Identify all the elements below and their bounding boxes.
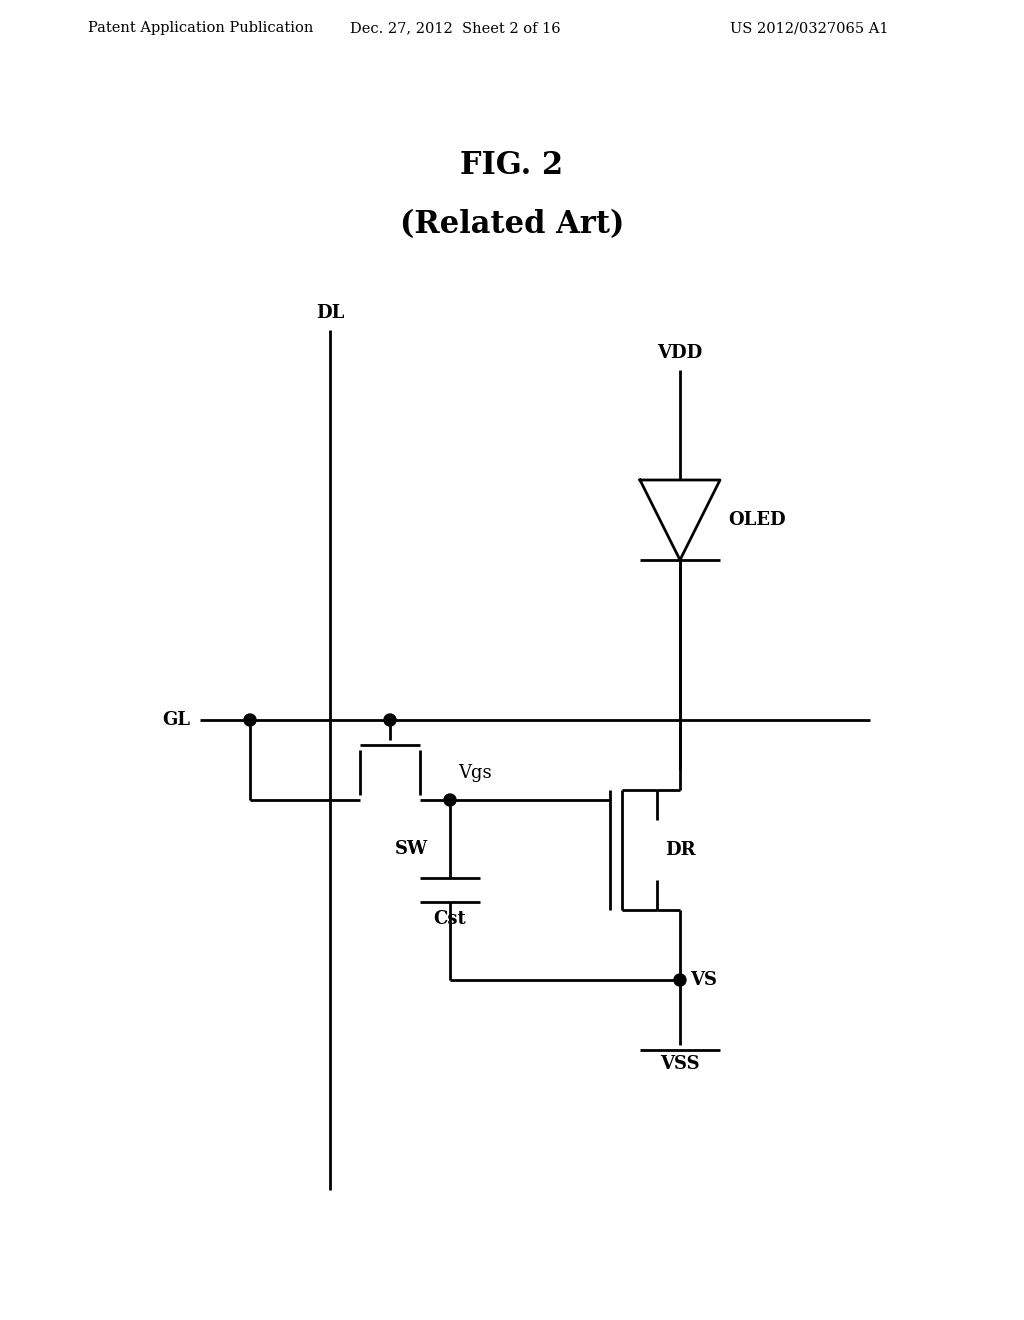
Text: Dec. 27, 2012  Sheet 2 of 16: Dec. 27, 2012 Sheet 2 of 16 bbox=[350, 21, 560, 36]
Text: VDD: VDD bbox=[657, 345, 702, 362]
Circle shape bbox=[444, 795, 456, 807]
Circle shape bbox=[674, 974, 686, 986]
Text: US 2012/0327065 A1: US 2012/0327065 A1 bbox=[730, 21, 889, 36]
Text: GL: GL bbox=[162, 711, 190, 729]
Circle shape bbox=[384, 714, 396, 726]
Text: VS: VS bbox=[690, 972, 717, 989]
Text: DL: DL bbox=[315, 304, 344, 322]
Text: FIG. 2: FIG. 2 bbox=[461, 149, 563, 181]
Text: Vgs: Vgs bbox=[458, 764, 492, 781]
Text: Cst: Cst bbox=[433, 909, 466, 928]
Text: OLED: OLED bbox=[728, 511, 785, 529]
Text: (Related Art): (Related Art) bbox=[399, 210, 625, 240]
Text: DR: DR bbox=[665, 841, 695, 859]
Text: Patent Application Publication: Patent Application Publication bbox=[88, 21, 313, 36]
Text: VSS: VSS bbox=[660, 1055, 699, 1073]
Circle shape bbox=[244, 714, 256, 726]
Text: SW: SW bbox=[395, 840, 428, 858]
